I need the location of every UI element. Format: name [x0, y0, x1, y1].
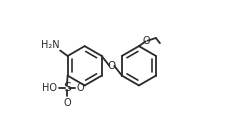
Text: O: O	[143, 36, 150, 46]
Text: H₂N: H₂N	[41, 40, 60, 50]
Text: O: O	[77, 83, 84, 93]
Text: S: S	[63, 81, 71, 94]
Text: HO: HO	[42, 83, 57, 93]
Text: O: O	[63, 98, 71, 108]
Text: O: O	[108, 61, 116, 71]
